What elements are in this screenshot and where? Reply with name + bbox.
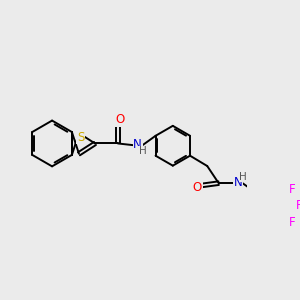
Text: N: N <box>234 176 243 189</box>
Text: F: F <box>289 216 296 230</box>
Text: F: F <box>289 183 296 196</box>
Text: O: O <box>193 182 202 194</box>
Text: N: N <box>133 138 142 152</box>
Text: H: H <box>239 172 247 182</box>
Text: O: O <box>115 113 124 126</box>
Text: F: F <box>296 199 300 212</box>
Text: H: H <box>139 146 146 157</box>
Text: S: S <box>77 131 84 144</box>
